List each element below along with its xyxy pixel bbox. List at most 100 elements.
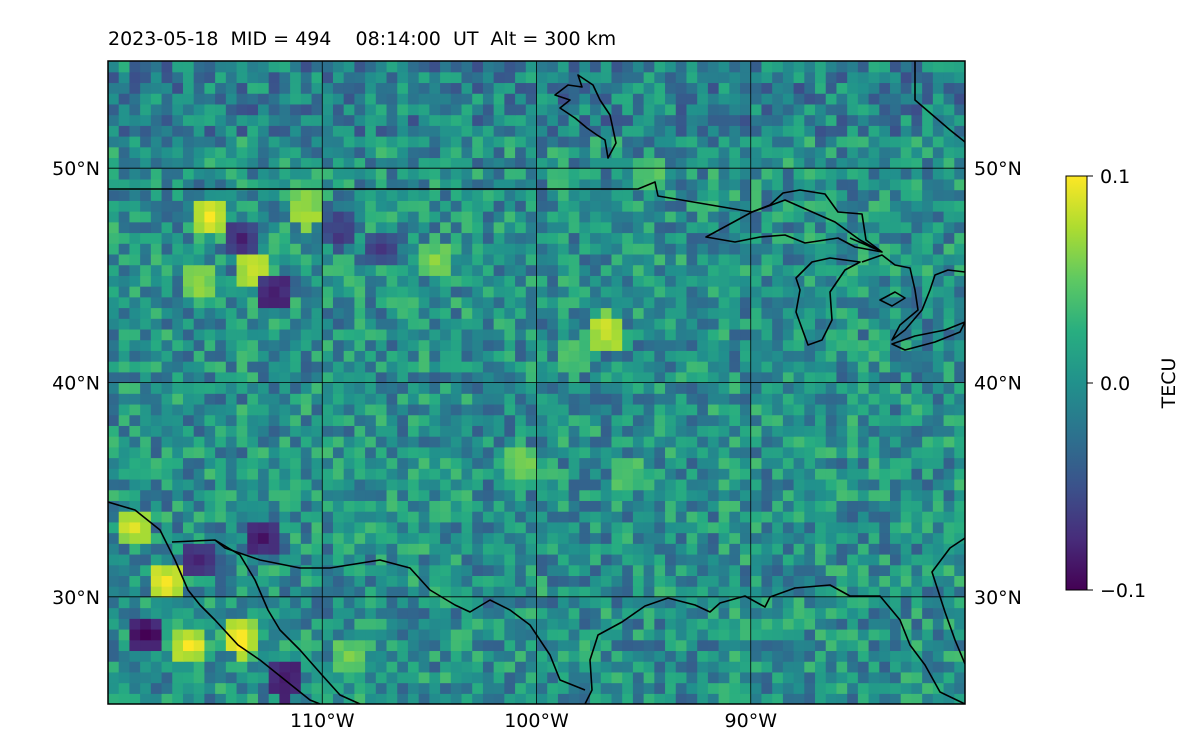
heatmap-cell (108, 296, 120, 309)
heatmap-cell (943, 146, 955, 159)
heatmap-cell (772, 350, 784, 362)
heatmap-cell (825, 639, 838, 652)
heatmap-cell (654, 500, 666, 512)
heatmap-cell (268, 596, 280, 609)
heatmap-cell (343, 425, 355, 437)
heatmap-cell (279, 275, 291, 287)
heatmap-cell (182, 543, 195, 555)
heatmap-cell (461, 178, 473, 191)
heatmap-cell (654, 307, 666, 319)
heatmap-cell (354, 136, 366, 148)
heatmap-cell (482, 211, 495, 223)
heatmap-cell (525, 361, 538, 373)
heatmap-cell (890, 114, 902, 126)
heatmap-cell (793, 275, 805, 287)
heatmap-cell (525, 146, 538, 159)
heatmap-cell (879, 211, 891, 223)
heatmap-cell (718, 328, 730, 341)
heatmap-cell (236, 253, 248, 266)
heatmap-cell (215, 307, 227, 319)
heatmap-cell (150, 564, 163, 576)
heatmap-cell (740, 350, 752, 362)
heatmap-cell (225, 211, 238, 223)
heatmap-cell (118, 425, 131, 437)
heatmap-cell (397, 607, 409, 619)
heatmap-cell (772, 114, 784, 126)
heatmap-cell (257, 382, 270, 394)
heatmap-cell (204, 189, 216, 201)
heatmap-cell (611, 575, 623, 587)
heatmap-cell (686, 157, 698, 169)
heatmap-cell (932, 296, 945, 309)
heatmap-cell (332, 157, 345, 169)
heatmap-cell (150, 286, 163, 298)
heatmap-cell (815, 286, 827, 298)
heatmap-cell (643, 425, 655, 437)
heatmap-cell (772, 682, 784, 694)
x-tick-label: 110°W (290, 710, 355, 732)
heatmap-cell (718, 382, 730, 394)
heatmap-cell (815, 446, 827, 459)
heatmap-cell (675, 243, 688, 255)
heatmap-cell (611, 478, 623, 491)
heatmap-cell (493, 232, 505, 244)
heatmap-cell (504, 500, 516, 512)
heatmap-cell (450, 693, 463, 704)
heatmap-cell (118, 61, 131, 73)
heatmap-cell (365, 189, 377, 201)
heatmap-cell (750, 446, 763, 459)
heatmap-cell (857, 446, 870, 459)
heatmap-cell (375, 693, 388, 704)
heatmap-cell (354, 500, 366, 512)
heatmap-cell (954, 125, 965, 137)
heatmap-cell (429, 339, 441, 351)
heatmap-cell (922, 286, 934, 298)
heatmap-cell (761, 157, 773, 169)
heatmap-cell (922, 114, 934, 126)
heatmap-cell (600, 628, 613, 641)
heatmap-cell (922, 682, 934, 694)
heatmap-cell (568, 682, 580, 694)
heatmap-cell (440, 328, 452, 341)
heatmap-cell (932, 532, 945, 544)
heatmap-cell (643, 93, 655, 105)
heatmap-cell (279, 71, 291, 84)
heatmap-cell (536, 468, 548, 480)
heatmap-cell (140, 478, 152, 491)
heatmap-cell (643, 661, 655, 673)
heatmap-cell (118, 307, 131, 319)
heatmap-cell (472, 532, 484, 544)
heatmap-cell (761, 468, 773, 480)
heatmap-cell (890, 661, 902, 673)
heatmap-cell (622, 189, 634, 201)
heatmap-cell (397, 157, 409, 169)
heatmap-cell (750, 264, 763, 276)
heatmap-cell (579, 232, 591, 244)
heatmap-cell (943, 671, 955, 684)
heatmap-cell (311, 543, 323, 555)
heatmap-cell (161, 382, 173, 394)
heatmap-cell (140, 286, 152, 298)
heatmap-cell (172, 221, 184, 234)
heatmap-cell (129, 457, 141, 469)
heatmap-cell (429, 693, 441, 704)
heatmap-cell (611, 232, 623, 244)
heatmap-cell (429, 639, 441, 652)
heatmap-cell (450, 136, 463, 148)
heatmap-cell (890, 371, 902, 384)
heatmap-cell (247, 200, 259, 212)
heatmap-cell (815, 618, 827, 630)
heatmap-cell (675, 178, 688, 191)
heatmap-cell (665, 125, 677, 137)
heatmap-cell (161, 232, 173, 244)
heatmap-cell (857, 125, 870, 137)
heatmap-cell (472, 500, 484, 512)
heatmap-cell (665, 468, 677, 480)
heatmap-cell (868, 596, 880, 609)
heatmap-cell (118, 168, 131, 180)
heatmap-cell (354, 350, 366, 362)
heatmap-cell (772, 425, 784, 437)
heatmap-cell (665, 425, 677, 437)
heatmap-cell (761, 564, 773, 576)
heatmap-cell (686, 168, 698, 180)
